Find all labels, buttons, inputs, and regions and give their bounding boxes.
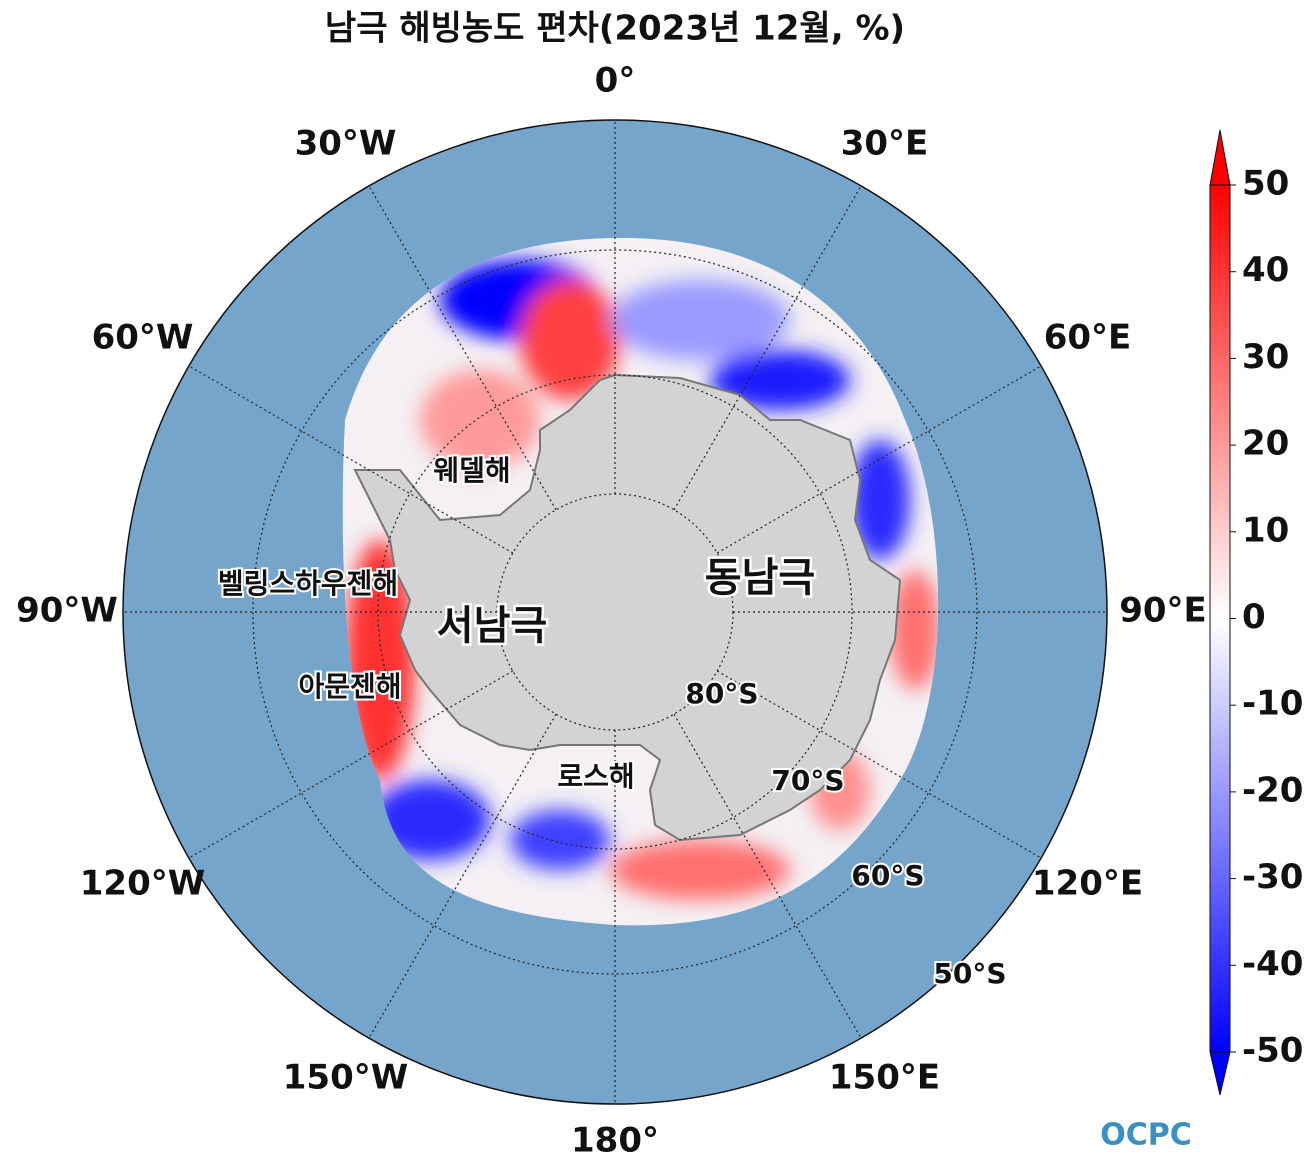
meridian [368, 713, 557, 1039]
colorbar-tick-label: 10 [1242, 510, 1289, 550]
longitude-label: 30°W [295, 124, 397, 164]
latitude-label: 70°S [771, 764, 844, 797]
longitude-label: 180° [571, 1121, 659, 1161]
colorbar-tick-label: 30 [1242, 337, 1289, 377]
longitude-label: 90°E [1119, 591, 1207, 631]
colorbar-tick-label: 40 [1242, 250, 1289, 290]
latitude-label: 80°S [685, 677, 758, 710]
latitude-line [377, 374, 853, 850]
region-label: 웨델해 [433, 454, 510, 487]
meridian [716, 365, 1042, 554]
longitude-label: 150°W [283, 1057, 408, 1097]
longitude-label: 120°E [1032, 863, 1143, 903]
colorbar-tick-label: -10 [1242, 684, 1303, 724]
region-label: 동남극 [705, 555, 815, 601]
colorbar-tick-label: -20 [1242, 770, 1303, 810]
latitude-label: 60°S [851, 859, 924, 892]
colorbar [1209, 184, 1231, 1053]
title: 남극 해빙농도 편차(2023년 12월, %) [325, 9, 905, 49]
meridian [716, 670, 1042, 859]
longitude-label: 30°E [841, 124, 929, 164]
logo: OCPC [1100, 1118, 1192, 1153]
region-label: 서남극 [437, 603, 547, 649]
colorbar-tick-label: -30 [1242, 857, 1303, 897]
meridian [188, 365, 514, 554]
colorbar-bottom [1209, 1051, 1231, 1096]
longitude-label: 0° [595, 61, 636, 101]
latitude-label: 50°S [933, 957, 1006, 990]
longitude-label: 60°W [92, 318, 194, 358]
latitude-line [252, 249, 978, 975]
meridian [368, 185, 557, 511]
meridian [673, 185, 862, 511]
colorbar-tick-label: 0 [1242, 597, 1266, 637]
longitude-label: 60°E [1044, 318, 1132, 358]
region-label: 벨링스하우젠해 [218, 567, 398, 600]
colorbar-tick-label: -50 [1242, 1031, 1303, 1071]
meridian [188, 670, 514, 859]
longitude-label: 150°E [829, 1057, 940, 1097]
region-label: 로스해 [557, 760, 634, 793]
longitude-label: 90°W [16, 591, 118, 631]
colorbar-tick-label: -40 [1242, 944, 1303, 984]
antarctica [353, 373, 902, 842]
colorbar-tick-label: 50 [1242, 164, 1289, 204]
meridian [673, 713, 862, 1039]
colorbar-tick-label: 20 [1242, 424, 1289, 464]
region-label: 아문젠해 [298, 670, 401, 703]
longitude-label: 120°W [80, 863, 205, 903]
colorbar-top [1209, 129, 1231, 186]
